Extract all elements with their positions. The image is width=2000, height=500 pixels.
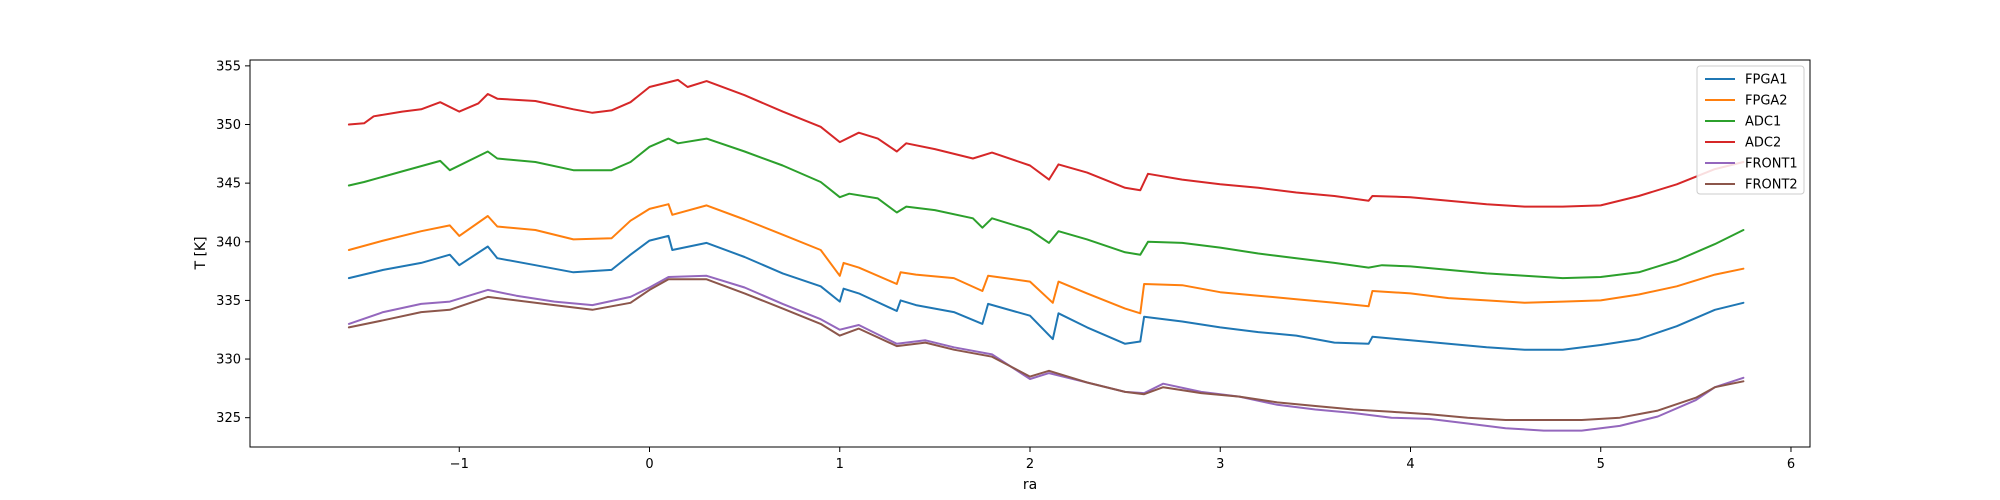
series-line-fpga1 (347, 234, 1745, 351)
y-axis-label: T [K] (193, 236, 209, 270)
x-axis: −1 0 1 2 3 4 5 6 (450, 447, 1795, 472)
x-tick-label: 4 (1406, 457, 1414, 472)
series-line-adc1 (347, 137, 1745, 280)
legend-label-front2: FRONT2 (1745, 178, 1798, 193)
x-tick-label: 6 (1787, 457, 1795, 472)
legend: FPGA1 FPGA2 ADC1 ADC2 FRONT1 FRONT2 (1696, 65, 1805, 195)
y-tick-label: 355 (216, 59, 241, 74)
x-tick-label: 0 (645, 457, 653, 472)
plot-frame (249, 59, 1811, 448)
x-tick-label: 3 (1216, 457, 1224, 472)
legend-label-adc2: ADC2 (1745, 136, 1781, 151)
y-tick-label: 350 (216, 118, 241, 133)
x-axis-label: ra (1023, 477, 1037, 493)
x-tick-label: −1 (450, 457, 469, 472)
legend-label-fpga1: FPGA1 (1745, 73, 1788, 88)
x-tick-label: 5 (1597, 457, 1605, 472)
y-tick-label: 345 (216, 177, 241, 192)
legend-label-adc1: ADC1 (1745, 115, 1781, 130)
series-line-adc2 (347, 78, 1745, 208)
series-line-front1 (347, 274, 1745, 432)
y-axis: 325 330 335 340 345 350 355 (216, 59, 250, 426)
series-line-fpga2 (347, 203, 1745, 315)
y-tick-label: 330 (216, 353, 241, 368)
legend-label-front1: FRONT1 (1745, 157, 1798, 172)
legend-label-fpga2: FPGA2 (1745, 94, 1788, 109)
y-tick-label: 335 (216, 294, 241, 309)
y-tick-label: 325 (216, 411, 241, 426)
x-tick-label: 2 (1026, 457, 1034, 472)
series-line-front2 (347, 278, 1745, 421)
series-layer (347, 78, 1745, 432)
y-tick-label: 340 (216, 235, 241, 250)
x-tick-label: 1 (836, 457, 844, 472)
